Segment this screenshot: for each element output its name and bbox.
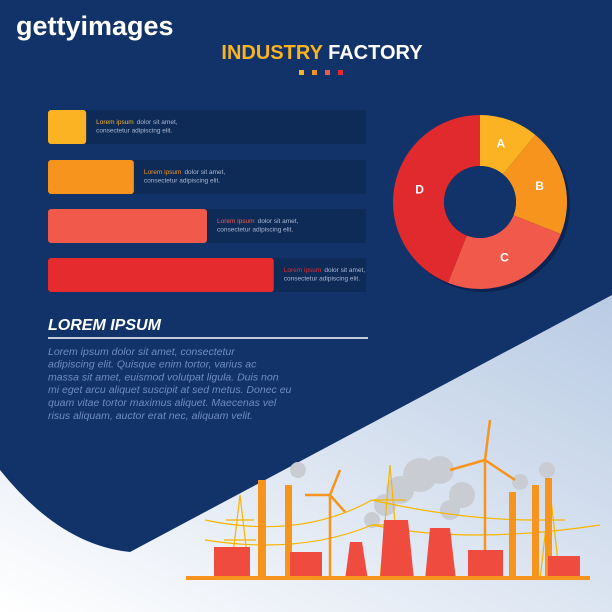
bar-label-rest: dolor sit amet, [324,267,365,274]
bar-label-line2: consectetur adipiscing elit. [96,128,172,135]
bar-label-bold: Lorem ipsum [96,119,134,126]
title-part: INDUSTRY [221,42,323,64]
bar-label: Lorem ipsum dolor sit amet, [217,218,299,225]
segment-label: B [535,179,544,193]
bar-label-rest: dolor sit amet, [184,169,225,176]
bar-label-rest: dolor sit amet, [258,218,299,225]
bar-label-bold: Lorem ipsum [217,218,255,225]
bar-label-bold: Lorem ipsum [284,267,322,274]
paragraph-line: mi eget arcu aliquet suscipit at sed met… [48,384,292,396]
bar [48,209,207,243]
bar [48,110,87,144]
bar-label-line2: consectetur adipiscing elit. [284,276,360,283]
paragraph-line: massa sit amet, euismod volutpat ligula.… [48,371,279,383]
bar-label: Lorem ipsum dolor sit amet, [284,267,366,274]
light-area [0,295,612,612]
title-part: FACTORY [328,42,423,64]
bar [48,258,274,292]
donut-segment [447,215,561,289]
paragraph-line: quam vitae tortor maximus aliquet. Maece… [48,397,277,409]
factory-illustration [186,419,601,581]
title: INDUSTRY FACTORY [221,42,423,64]
bar-label-line2: consectetur adipiscing elit. [144,178,220,185]
donut-segment [502,134,567,235]
bar-track [48,110,366,144]
donut-segment [393,115,480,283]
logo: gettyimages [16,11,174,41]
bar-label-rest: dolor sit amet, [137,119,178,126]
bar-list: Lorem ipsum dolor sit amet,consectetur ad… [48,110,366,292]
segment-label: D [415,183,424,197]
title-dots [299,70,343,75]
section-heading: LOREM IPSUM [48,317,162,334]
bar-label-line2: consectetur adipiscing elit. [217,227,293,234]
donut-hole [444,166,516,238]
paragraph-line: Lorem ipsum dolor sit amet, consectetur [48,346,235,358]
paragraph: Lorem ipsum dolor sit amet, consectetura… [48,346,292,422]
segment-label: A [496,136,505,150]
donut: A B C D [393,115,570,292]
bar [48,160,134,194]
bar-label: Lorem ipsum dolor sit amet, [144,169,226,176]
bar-label-bold: Lorem ipsum [144,169,182,176]
donut-segment [480,115,536,175]
segment-label: C [500,251,509,265]
paragraph-line: risus aliquam, auctor erat nec, aliquam … [48,410,253,422]
paragraph-line: adipiscing elit. Quisque enim tortor, va… [48,359,257,371]
bar-label: Lorem ipsum dolor sit amet, [96,119,178,126]
